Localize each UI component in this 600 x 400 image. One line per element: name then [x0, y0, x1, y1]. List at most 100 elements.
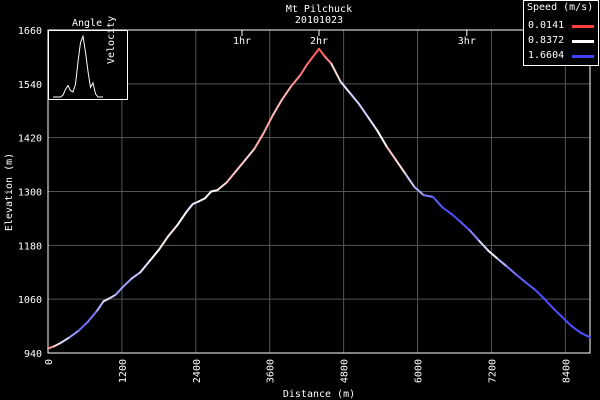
legend-title: Speed (m/s) — [527, 2, 594, 13]
elevation-segment — [77, 320, 90, 332]
elevation-segment — [533, 288, 545, 300]
legend-swatch-mid — [572, 40, 594, 43]
inset-chart — [48, 30, 128, 100]
elevation-segment — [197, 197, 207, 203]
x-tick-label: 0 — [44, 359, 55, 365]
elevation-segment — [253, 132, 265, 150]
elevation-segment — [441, 206, 453, 215]
elevation-segment — [324, 55, 333, 65]
legend-label-low: 0.0141 — [528, 20, 565, 31]
elevation-segment — [524, 281, 536, 291]
elevation-segment — [413, 186, 425, 197]
y-tick-label: 1660 — [18, 26, 42, 37]
legend-swatch-low — [572, 25, 594, 28]
y-tick-labels: 940 1060 1180 1300 1420 1540 1660 — [18, 26, 42, 360]
elevation-segment — [404, 172, 416, 189]
legend: Speed (m/s) 0.0141 0.8372 1.6604 — [523, 0, 599, 66]
x-tick-label: 7200 — [487, 359, 498, 383]
elevation-segment — [167, 224, 179, 238]
time-tick-label: 3hr — [458, 36, 476, 47]
elevation-segment — [68, 329, 80, 339]
y-tick-label: 1180 — [18, 241, 42, 252]
elevation-segment — [422, 194, 434, 198]
chart-title: Mt Pilchuck — [286, 4, 352, 15]
x-tick-label: 1200 — [118, 359, 129, 383]
elevation-segment — [552, 307, 564, 319]
grid-lines — [47, 29, 590, 354]
elevation-segment — [394, 159, 407, 175]
elevation-segment — [148, 248, 160, 263]
y-tick-label: 940 — [24, 349, 42, 360]
inset-line — [53, 34, 103, 98]
elevation-segment — [87, 309, 99, 323]
y-tick-label: 1540 — [18, 80, 42, 91]
elevation-segment — [216, 181, 228, 192]
elevation-segment — [487, 249, 499, 260]
elevation-segment — [281, 85, 293, 101]
elevation-segment — [210, 189, 219, 193]
elevation-segment — [139, 260, 151, 274]
elevation-segment — [191, 200, 200, 206]
elevation-segment — [515, 273, 527, 284]
y-axis-label: Elevation (m) — [4, 153, 15, 231]
elevation-segment — [305, 55, 314, 66]
elevation-segment — [299, 63, 308, 76]
elevation-segment — [367, 116, 379, 132]
elevation-segment — [176, 210, 188, 227]
chart-subtitle: 20101023 — [295, 15, 343, 26]
elevation-segment — [376, 129, 388, 148]
legend-swatch-high — [572, 55, 594, 58]
elevation-segment — [234, 159, 247, 173]
elevation-series — [47, 47, 591, 350]
elevation-segment — [478, 239, 490, 252]
elevation-segment — [53, 342, 62, 348]
elevation-segment — [318, 47, 327, 58]
x-tick-label: 8400 — [561, 359, 572, 383]
elevation-segment — [468, 229, 481, 242]
elevation-segment — [431, 195, 444, 209]
elevation-segment — [579, 331, 591, 339]
elevation-segment — [96, 300, 105, 312]
x-tick-labels: 0 1200 2400 3600 4800 6000 7200 8400 — [44, 359, 572, 383]
elevation-segment — [120, 277, 133, 289]
elevation-segment — [225, 170, 237, 184]
elevation-segment — [505, 265, 518, 276]
x-axis-label: Distance (m) — [283, 389, 355, 400]
elevation-segment — [59, 336, 71, 345]
elevation-segment — [290, 73, 302, 88]
elevation-segment — [102, 297, 111, 303]
time-tick-label: 2hr — [310, 36, 328, 47]
x-tick-label: 2400 — [192, 359, 203, 383]
elevation-segment — [130, 271, 142, 280]
elevation-segment — [570, 325, 582, 334]
elevation-segment — [185, 203, 194, 213]
elevation-segment — [450, 212, 462, 224]
elevation-segment — [108, 293, 117, 300]
elevation-segment — [114, 286, 123, 296]
inset-plot — [53, 34, 103, 98]
y-tick-label: 1300 — [18, 188, 42, 199]
y-tick-label: 1420 — [18, 134, 42, 145]
legend-label-mid: 0.8372 — [528, 35, 565, 46]
x-tick-label: 3600 — [266, 359, 277, 383]
y-tick-label: 1060 — [18, 295, 42, 306]
x-tick-label: 4800 — [340, 359, 351, 383]
elevation-segment — [542, 297, 555, 310]
elevation-segment — [561, 316, 573, 328]
elevation-segment — [339, 80, 351, 94]
elevation-segment — [271, 98, 284, 117]
elevation-segment — [244, 147, 256, 162]
elevation-segment — [47, 345, 56, 350]
inset-ylabel: Velocity — [106, 15, 117, 64]
elevation-segment — [262, 114, 274, 135]
time-tick-label: 1hr — [233, 36, 251, 47]
elevation-segment — [204, 190, 213, 200]
legend-label-high: 1.6604 — [528, 50, 565, 61]
elevation-segment — [157, 235, 170, 251]
elevation-segment — [358, 103, 370, 119]
elevation-segment — [330, 62, 342, 83]
elevation-segment — [311, 47, 320, 58]
x-tick-label: 6000 — [414, 359, 425, 383]
inset-title: Angle — [72, 18, 103, 29]
